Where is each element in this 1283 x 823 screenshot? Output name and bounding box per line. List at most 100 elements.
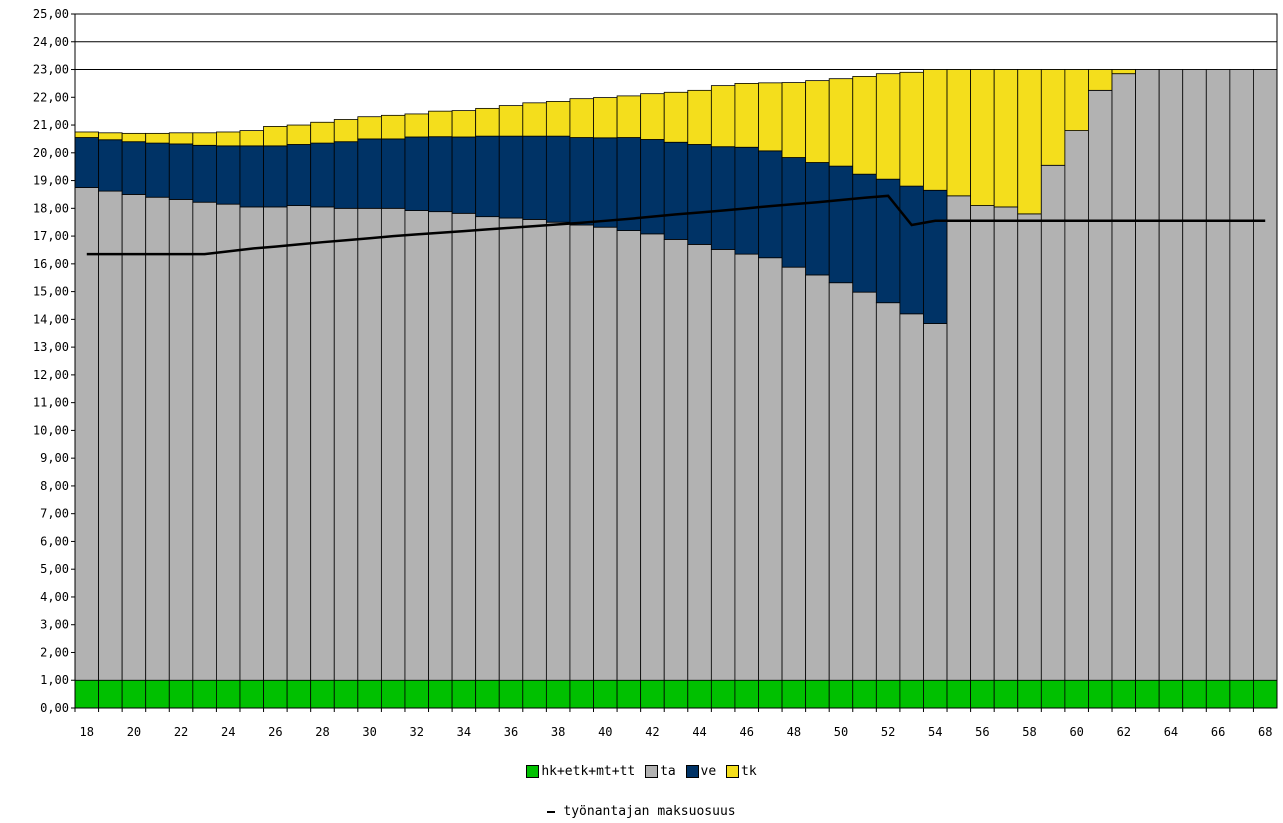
bar-segment-tk	[404, 113, 429, 138]
bar-segment-tk	[192, 132, 217, 146]
bar-segment-tk	[758, 82, 783, 152]
bar-segment-tk	[1017, 69, 1042, 215]
bar-segment-ta	[781, 266, 807, 681]
bar-segment-hk-etk-mt-tt	[263, 679, 288, 709]
bar-segment-ve	[522, 135, 547, 220]
x-tick-label: 40	[598, 725, 612, 739]
bar-segment-ta	[1229, 69, 1254, 681]
bar-segment-ta	[98, 190, 123, 681]
bar-segment-hk-etk-mt-tt	[380, 679, 406, 709]
bar-segment-tk	[1088, 69, 1113, 91]
bar-segment-tk	[923, 69, 948, 191]
legend-label-ve: ve	[700, 764, 717, 779]
bar-segment-tk	[522, 102, 547, 137]
y-tick-label: 16,00	[33, 257, 69, 271]
y-axis-ticks: 0,00 1,00 2,00 3,00 4,00 5,00 6,00 7,00 8,00 9,00…	[33, 7, 75, 715]
bar-segment-hk-etk-mt-tt	[1040, 679, 1066, 709]
bar-segment-hk-etk-mt-tt	[1205, 679, 1231, 709]
bar-segment-tk	[168, 132, 194, 145]
bar-segment-tk	[710, 85, 736, 148]
bar-segment-hk-etk-mt-tt	[192, 679, 217, 709]
legend-label-ta: ta	[660, 764, 676, 779]
bar-segment-ta	[1088, 89, 1113, 681]
bar-segment-ta	[74, 187, 99, 681]
x-tick-label: 32	[410, 725, 424, 739]
bar-segment-tk	[475, 107, 500, 137]
y-tick-label: 4,00	[40, 590, 69, 604]
x-tick-label: 62	[1117, 725, 1131, 739]
bar-segment-tk	[593, 97, 618, 139]
bar-segment-ta	[1205, 69, 1231, 681]
bar-segment-ta	[946, 195, 972, 681]
bar-segment-ve	[475, 135, 500, 218]
x-tick-label: 38	[551, 725, 565, 739]
bar-segment-hk-etk-mt-tt	[852, 679, 877, 709]
y-tick-label: 0,00	[40, 701, 69, 715]
bar-segment-ta	[498, 217, 524, 681]
y-tick-label: 9,00	[40, 451, 69, 465]
x-tick-label: 42	[645, 725, 659, 739]
bar-segment-ve	[121, 141, 147, 195]
bar-segment-ta	[545, 221, 571, 681]
bar-segment-ve	[310, 142, 335, 208]
plot-frame	[74, 13, 1278, 709]
bar-segment-tk	[239, 130, 264, 147]
bar-segment-ta	[875, 302, 901, 681]
bar-segment-ta	[216, 203, 241, 681]
bar-segment-tk	[663, 91, 689, 143]
bar-segment-ta	[734, 253, 759, 681]
y-tick-label: 22,00	[33, 90, 69, 104]
bar-segment-tk	[121, 132, 147, 143]
bar-segment-hk-etk-mt-tt	[569, 679, 594, 709]
bar-segment-tk	[98, 132, 123, 141]
grid-lines	[75, 13, 1277, 71]
bar-segment-hk-etk-mt-tt	[1182, 679, 1207, 709]
y-tick-label: 25,00	[33, 7, 69, 21]
bar-segment-hk-etk-mt-tt	[239, 679, 264, 709]
bar-series	[74, 69, 1278, 709]
x-tick-label: 50	[834, 725, 848, 739]
x-tick-label: 60	[1069, 725, 1083, 739]
x-tick-label: 36	[504, 725, 518, 739]
bar-segment-tk	[970, 69, 995, 206]
bar-segment-ve	[899, 185, 924, 315]
bar-segment-tk	[569, 98, 594, 138]
bar-segment-tk	[145, 132, 170, 144]
bar-segment-hk-etk-mt-tt	[1158, 679, 1184, 709]
bar-segment-ve	[545, 135, 571, 223]
bar-segment-ta	[663, 239, 689, 681]
y-tick-label: 24,00	[33, 35, 69, 49]
bar-segment-tk	[545, 101, 571, 137]
bar-segment-ve	[569, 137, 594, 226]
y-tick-label: 20,00	[33, 146, 69, 160]
bar-segment-hk-etk-mt-tt	[899, 679, 924, 709]
bar-segment-ta	[145, 196, 170, 681]
bar-segment-ve	[663, 141, 689, 240]
bar-segment-tk	[946, 69, 972, 197]
bar-segment-ve	[145, 142, 170, 198]
x-tick-label: 30	[362, 725, 376, 739]
bar-segment-ve	[923, 189, 948, 324]
employer-share-line	[86, 194, 1266, 256]
bar-segment-ve	[192, 144, 217, 203]
x-tick-label: 24	[221, 725, 235, 739]
bar-segment-ve	[616, 137, 642, 231]
y-tick-label: 15,00	[33, 285, 69, 299]
bar-segment-hk-etk-mt-tt	[545, 679, 571, 709]
bar-segment-hk-etk-mt-tt	[734, 679, 759, 709]
line-legend: työnantajan maksuosuus	[0, 804, 1283, 819]
x-tick-label: 34	[457, 725, 471, 739]
x-tick-label: 54	[928, 725, 942, 739]
bar-segment-ve	[805, 162, 830, 276]
bar-segment-ve	[333, 141, 359, 209]
bar-segment-ve	[357, 138, 382, 209]
y-tick-label: 13,00	[33, 340, 69, 354]
bar-segment-ta	[333, 207, 359, 681]
bar-segment-ve	[451, 136, 477, 214]
bar-segment-ta	[993, 206, 1019, 681]
bar-segment-ve	[98, 139, 123, 192]
y-tick-label: 10,00	[33, 423, 69, 437]
legend-swatch-ta	[645, 765, 659, 778]
bar-segment-hk-etk-mt-tt	[828, 679, 854, 709]
bar-segment-tk	[216, 131, 241, 147]
